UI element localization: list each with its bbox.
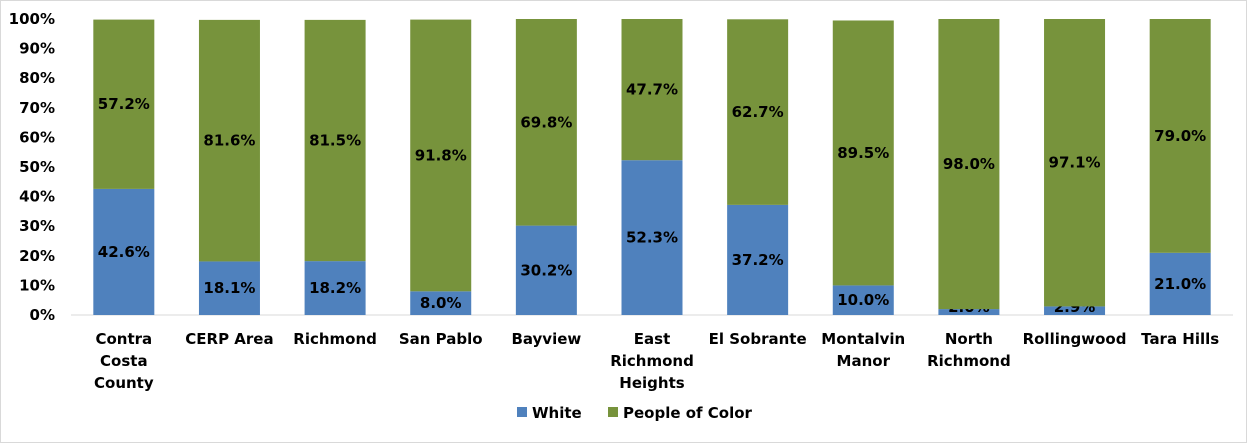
y-tick-label: 50%: [19, 158, 55, 176]
y-tick-label: 80%: [19, 69, 55, 87]
y-tick-label: 60%: [19, 128, 55, 146]
y-tick-label: 90%: [19, 40, 55, 58]
category-label: North: [945, 330, 993, 348]
bar-segment-white: [1044, 306, 1106, 315]
bar-segment-people-of-color: [93, 19, 155, 189]
category-label: Richmond: [927, 352, 1011, 370]
data-label: 91.8%: [415, 146, 467, 164]
bar-segment-people-of-color: [304, 19, 366, 262]
data-label: 81.5%: [309, 132, 361, 150]
category-label: Richmond: [293, 330, 377, 348]
category-label: Rollingwood: [1023, 330, 1127, 348]
data-label: 79.0%: [1154, 127, 1206, 145]
legend-label: White: [532, 404, 582, 422]
category-label: Montalvin: [821, 330, 905, 348]
bar-segment-white: [198, 261, 260, 315]
bar-segment-white: [621, 160, 683, 315]
y-tick-label: 30%: [19, 217, 55, 235]
category-label: Richmond: [610, 352, 694, 370]
data-label: 18.2%: [309, 279, 361, 297]
category-label: Tara Hills: [1141, 330, 1219, 348]
bar-segment-white: [832, 285, 894, 315]
y-tick-label: 40%: [19, 188, 55, 206]
legend-swatch-people-of-color: [608, 407, 618, 417]
bar-segment-white: [515, 225, 577, 315]
data-label: 10.0%: [837, 291, 889, 309]
bar-segment-white: [93, 188, 155, 315]
data-label: 98.0%: [943, 155, 995, 173]
category-label: CERP Area: [185, 330, 273, 348]
data-label: 62.7%: [732, 103, 784, 121]
bar-segment-people-of-color: [727, 19, 789, 205]
data-label: 8.0%: [420, 294, 462, 312]
bar-segment-people-of-color: [515, 19, 577, 226]
category-label: Manor: [837, 352, 891, 370]
data-label: 42.6%: [98, 243, 150, 261]
y-tick-label: 0%: [30, 306, 55, 324]
data-label: 37.2%: [732, 251, 784, 269]
bar-segment-people-of-color: [1044, 19, 1106, 307]
data-label: 21.0%: [1154, 275, 1206, 293]
data-label: 18.1%: [203, 279, 255, 297]
bar-segment-people-of-color: [1149, 19, 1211, 253]
data-label: 57.2%: [98, 95, 150, 113]
bar-segment-white: [410, 291, 472, 315]
bar-segment-white: [1149, 252, 1211, 315]
legend-label: People of Color: [623, 404, 753, 422]
bar-segment-people-of-color: [832, 20, 894, 286]
category-label: El Sobrante: [709, 330, 807, 348]
data-label: 30.2%: [520, 261, 572, 279]
category-label: Contra: [95, 330, 152, 348]
bar-segment-white: [938, 309, 1000, 315]
y-tick-label: 10%: [19, 276, 55, 294]
data-label: 97.1%: [1049, 154, 1101, 172]
category-label: County: [94, 374, 154, 392]
bar-segment-people-of-color: [621, 19, 683, 161]
data-label: 89.5%: [837, 144, 889, 162]
data-label: 81.6%: [203, 132, 255, 150]
y-tick-label: 20%: [19, 247, 55, 265]
category-label: Bayview: [511, 330, 581, 348]
bar-segment-people-of-color: [938, 19, 1000, 310]
bar-segment-white: [727, 204, 789, 315]
y-tick-label: 70%: [19, 99, 55, 117]
y-tick-label: 100%: [9, 10, 55, 28]
data-label: 47.7%: [626, 81, 678, 99]
bar-segment-people-of-color: [198, 19, 260, 262]
category-label: Heights: [619, 374, 684, 392]
bar-segment-white: [304, 261, 366, 315]
category-label: San Pablo: [399, 330, 483, 348]
bar-segment-people-of-color: [410, 19, 472, 292]
data-label: 69.8%: [520, 113, 572, 131]
category-label: Costa: [100, 352, 148, 370]
data-label: 52.3%: [626, 229, 678, 247]
legend-swatch-white: [517, 407, 527, 417]
category-label: East: [634, 330, 670, 348]
